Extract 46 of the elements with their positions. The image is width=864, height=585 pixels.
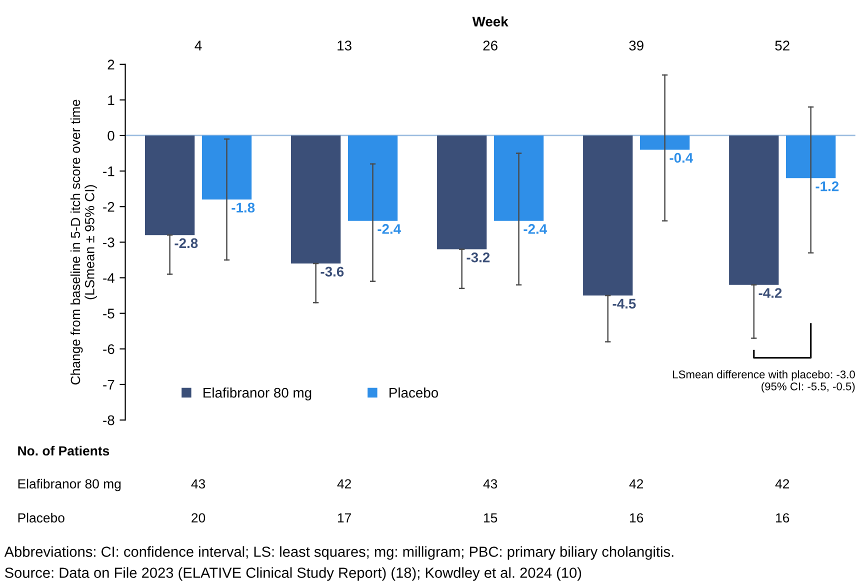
y-tick-label: -4 bbox=[103, 273, 114, 283]
text: Placebo bbox=[18, 512, 64, 523]
y-tick-label: -6 bbox=[103, 344, 114, 354]
text: 16 bbox=[630, 513, 644, 523]
legend-label: Placebo bbox=[390, 387, 438, 398]
y-tick-label: -3 bbox=[103, 238, 114, 248]
y-axis-title: Change from baseline in 5-D itch score over time (LSmean ± 95% CI) bbox=[70, 100, 97, 385]
text: 42 bbox=[775, 479, 790, 488]
x-tick-label: 52 bbox=[775, 40, 790, 50]
y-tick-label: -8 bbox=[103, 415, 114, 426]
y-tick-label: 0 bbox=[108, 130, 114, 141]
text: 42 bbox=[337, 479, 351, 488]
y-tick-label: -7 bbox=[103, 380, 114, 390]
data-label: -0.4 bbox=[670, 152, 694, 163]
annotation: LSmean difference with placebo: -3.0 (95% CI: -5.5, -0.5) bbox=[673, 370, 855, 393]
x-tick-label: 4 bbox=[194, 40, 202, 50]
data-label: -2.8 bbox=[174, 238, 198, 248]
x-axis-title: Week bbox=[472, 16, 508, 27]
data-label: -1.2 bbox=[816, 181, 839, 192]
data-label: -3.2 bbox=[466, 252, 490, 262]
data-label: -4.2 bbox=[758, 288, 782, 298]
x-tick-label: 39 bbox=[629, 40, 644, 50]
x-tick-label: 26 bbox=[483, 40, 498, 50]
y-tick-label: -1 bbox=[103, 166, 114, 176]
legend-label: Elafibranor 80 mg bbox=[204, 387, 312, 400]
text: 43 bbox=[191, 479, 206, 489]
text: 43 bbox=[483, 479, 498, 489]
text: 42 bbox=[629, 479, 644, 488]
y-tick-label: 1 bbox=[108, 95, 114, 105]
data-label: -3.6 bbox=[320, 266, 344, 277]
y-tick-label: -5 bbox=[103, 308, 114, 318]
source-note: Source: Data on File 2023 (ELATIVE Clinical Study Report) (18); Kowdley et al. 2024 (10) bbox=[4, 567, 582, 581]
data-label: -1.8 bbox=[232, 202, 255, 213]
text: Abbreviations: CI: confidence interval; LS: least squares; mg: milligram; PBC: primary biliary cholangitis. bbox=[4, 546, 674, 560]
text: No. of Patients bbox=[18, 446, 110, 456]
text: 16 bbox=[776, 513, 790, 523]
text: 20 bbox=[192, 513, 206, 523]
y-tick-label: -2 bbox=[103, 202, 114, 212]
x-tick-label: 13 bbox=[338, 40, 352, 50]
data-label: -2.4 bbox=[378, 224, 402, 234]
text: 17 bbox=[338, 513, 351, 522]
text: 15 bbox=[484, 513, 498, 523]
data-label: -4.5 bbox=[612, 298, 636, 309]
data-label: -2.4 bbox=[524, 224, 548, 234]
text: Elafibranor 80 mg bbox=[18, 478, 121, 492]
y-tick-label: 2 bbox=[108, 60, 114, 70]
